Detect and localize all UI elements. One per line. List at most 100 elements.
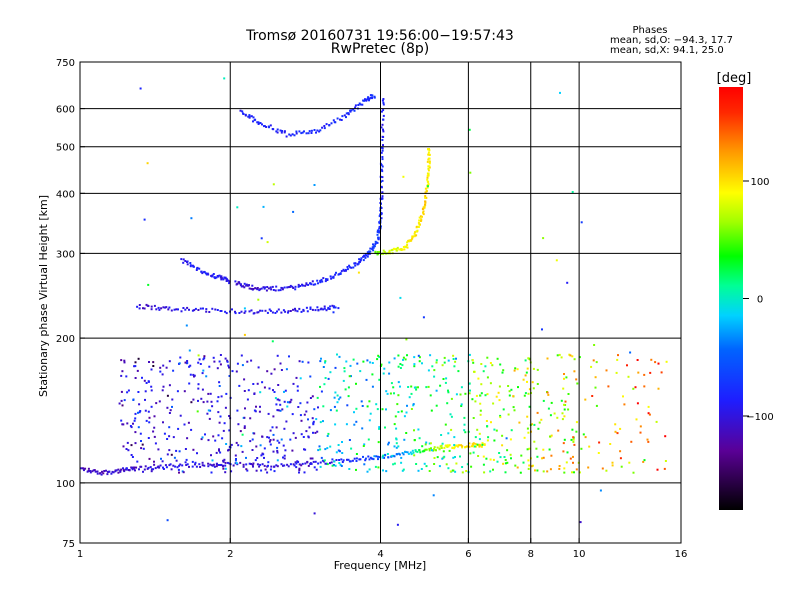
- scatter-point: [382, 109, 385, 112]
- scatter-point: [146, 162, 149, 165]
- scatter-point: [249, 440, 252, 443]
- scatter-point: [458, 444, 461, 447]
- scatter-point: [348, 439, 351, 441]
- scatter-point: [380, 363, 383, 366]
- scatter-point: [176, 390, 179, 393]
- scatter-point: [312, 283, 315, 286]
- scatter-point: [445, 444, 448, 447]
- scatter-point: [131, 467, 134, 469]
- scatter-point: [265, 289, 268, 292]
- scatter-point: [248, 287, 251, 290]
- scatter-point: [412, 404, 415, 407]
- scatter-point: [498, 385, 501, 388]
- scatter-point: [371, 373, 374, 376]
- scatter-point: [359, 258, 362, 261]
- scatter-point: [509, 453, 512, 456]
- scatter-point: [526, 427, 529, 430]
- scatter-point: [251, 463, 254, 466]
- scatter-point: [366, 255, 369, 258]
- scatter-point: [536, 411, 539, 414]
- scatter-point: [259, 391, 262, 394]
- scatter-point: [253, 432, 256, 435]
- scatter-point: [424, 201, 427, 204]
- scatter-point: [369, 94, 372, 97]
- scatter-point: [201, 372, 204, 375]
- scatter-point: [563, 471, 566, 474]
- scatter-point: [247, 389, 250, 392]
- scatter-point: [378, 225, 381, 228]
- scatter-point: [224, 471, 227, 474]
- scatter-point: [514, 464, 517, 467]
- scatter-point: [405, 432, 408, 434]
- scatter-point: [235, 458, 237, 460]
- scatter-point: [192, 265, 195, 268]
- scatter-point: [537, 427, 540, 430]
- scatter-point: [285, 420, 288, 423]
- scatter-point: [355, 468, 357, 471]
- scatter-point: [240, 310, 243, 313]
- scatter-point: [369, 412, 372, 415]
- scatter-point: [344, 388, 347, 391]
- scatter-point: [372, 243, 374, 246]
- scatter-point: [481, 442, 484, 445]
- scatter-point: [440, 447, 443, 449]
- scatter-point: [364, 459, 367, 462]
- scatter-point: [120, 390, 123, 393]
- scatter-point: [276, 131, 279, 134]
- scatter-point: [314, 283, 317, 286]
- scatter-point: [200, 397, 203, 400]
- scatter-point: [299, 285, 302, 287]
- scatter-point: [385, 390, 388, 393]
- scatter-point: [594, 386, 597, 389]
- scatter-point: [186, 306, 189, 309]
- scatter-point: [504, 471, 507, 474]
- scatter-point: [282, 309, 285, 312]
- scatter-point: [427, 385, 430, 388]
- scatter-point: [162, 466, 164, 469]
- scatter-point: [230, 443, 233, 446]
- scatter-point: [563, 467, 566, 470]
- scatter-point: [305, 306, 308, 309]
- scatter-point: [278, 441, 281, 444]
- scatter-point: [323, 125, 326, 127]
- scatter-point: [414, 450, 417, 453]
- scatter-point: [486, 425, 489, 428]
- scatter-point: [416, 229, 419, 232]
- scatter-point: [161, 373, 164, 376]
- scatter-point: [526, 448, 529, 451]
- scatter-point: [333, 405, 336, 408]
- scatter-point: [217, 396, 220, 399]
- scatter-point: [457, 370, 460, 373]
- scatter-point: [380, 110, 383, 113]
- scatter-point: [211, 307, 214, 310]
- scatter-point: [333, 460, 336, 463]
- scatter-point: [276, 465, 279, 468]
- scatter-point: [224, 276, 227, 279]
- scatter-point: [528, 464, 531, 467]
- scatter-point: [418, 356, 421, 359]
- scatter-point: [406, 451, 409, 454]
- scatter-point: [391, 248, 394, 251]
- scatter-point: [404, 450, 406, 453]
- scatter-point: [266, 370, 269, 373]
- scatter-point: [580, 447, 583, 450]
- scatter-point: [535, 447, 538, 450]
- scatter-point: [247, 115, 250, 118]
- scatter-point: [323, 459, 326, 462]
- scatter-point: [126, 422, 129, 425]
- scatter-point: [217, 411, 220, 414]
- scatter-point: [385, 408, 387, 411]
- scatter-point: [405, 338, 408, 341]
- scatter-point: [197, 361, 200, 364]
- scatter-point: [225, 280, 228, 282]
- scatter-point: [459, 393, 462, 396]
- scatter-point: [326, 435, 329, 437]
- scatter-point: [259, 122, 262, 124]
- scatter-point: [111, 470, 114, 473]
- scatter-point: [424, 443, 427, 446]
- scatter-point: [324, 360, 327, 363]
- scatter-point: [463, 423, 466, 426]
- scatter-point: [444, 381, 447, 384]
- scatter-point: [248, 114, 251, 117]
- scatter-point: [377, 455, 379, 458]
